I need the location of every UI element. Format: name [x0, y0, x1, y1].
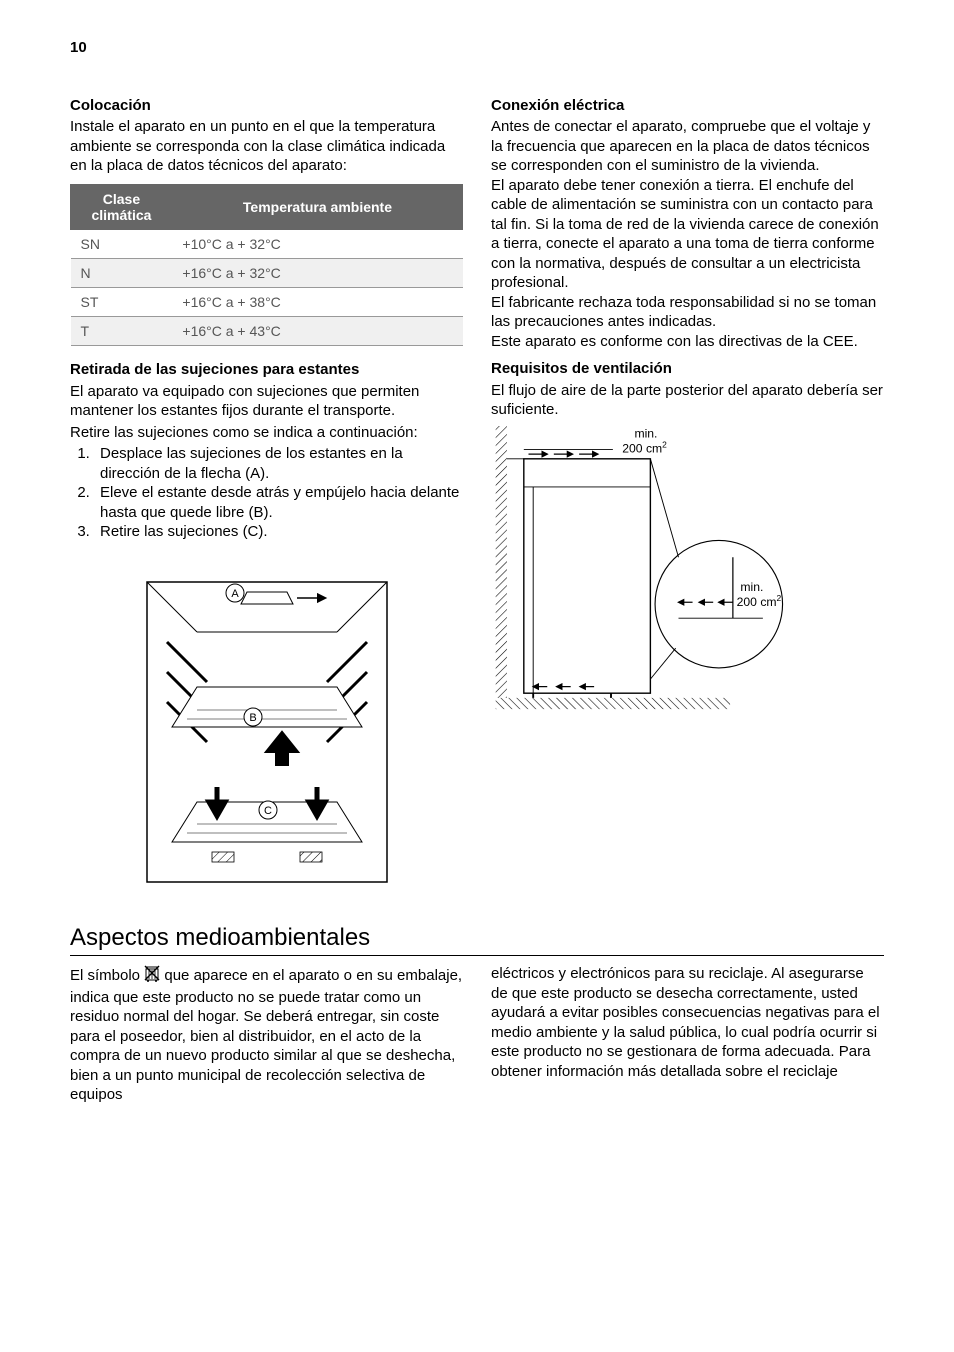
para-conexion-1: Antes de conectar el aparato, compruebe … [491, 117, 884, 176]
th-class: Clase climática [71, 184, 173, 229]
para-conexion-3: El fabricante rechaza toda responsabilid… [491, 293, 884, 332]
list-item: Desplace las sujeciones de los estantes … [94, 444, 463, 483]
vent-top-line1: min. [634, 426, 657, 440]
env-left: El símbolo que aparece en el aparato o e… [70, 964, 463, 1105]
cell: +16°C a + 32°C [172, 258, 462, 287]
env-text-before: El símbolo [70, 967, 144, 984]
th-temp: Temperatura ambiente [172, 184, 462, 229]
right-column: Conexión eléctrica Antes de conectar el … [491, 96, 884, 892]
climatic-table: Clase climática Temperatura ambiente SN … [70, 184, 463, 347]
para-ventilacion: El flujo de aire de la parte posterior d… [491, 381, 884, 420]
heading-colocacion: Colocación [70, 96, 463, 116]
heading-aspectos: Aspectos medioambientales [70, 922, 884, 953]
heading-retirada: Retirada de las sujeciones para estantes [70, 360, 463, 380]
env-para-left: El símbolo que aparece en el aparato o e… [70, 964, 463, 1105]
vent-top-line2: 200 cm2 [622, 439, 667, 455]
cell: SN [71, 229, 173, 258]
diagram-label-b: B [249, 712, 256, 724]
cell: +10°C a + 32°C [172, 229, 462, 258]
cell: +16°C a + 43°C [172, 317, 462, 346]
cell: ST [71, 288, 173, 317]
section-divider [70, 955, 884, 956]
weee-icon [144, 964, 160, 988]
left-column: Colocación Instale el aparato en un punt… [70, 96, 463, 892]
list-item: Retire las sujeciones (C). [94, 522, 463, 542]
table-row: N +16°C a + 32°C [71, 258, 463, 287]
para-retirada-1: El aparato va equipado con sujeciones qu… [70, 382, 463, 421]
table-row: ST +16°C a + 38°C [71, 288, 463, 317]
para-colocacion: Instale el aparato en un punto en el que… [70, 117, 463, 176]
para-conexion-4: Este aparato es conforme con las directi… [491, 332, 884, 352]
cell: T [71, 317, 173, 346]
list-item: Eleve el estante desde atrás y empújelo … [94, 483, 463, 522]
para-conexion-2: El aparato debe tener conexión a tierra.… [491, 176, 884, 293]
table-row: SN +10°C a + 32°C [71, 229, 463, 258]
heading-ventilacion: Requisitos de ventilación [491, 359, 884, 379]
retirada-list: Desplace las sujeciones de los estantes … [70, 444, 463, 542]
env-right: eléctricos y electrónicos para su recicl… [491, 964, 884, 1105]
heading-conexion: Conexión eléctrica [491, 96, 884, 116]
diagram-label-c: C [264, 805, 272, 817]
page-number: 10 [70, 38, 884, 58]
env-text-after: que aparece en el aparato o en su embala… [70, 967, 462, 1103]
env-para-right: eléctricos y electrónicos para su recicl… [491, 964, 884, 1081]
table-row: T +16°C a + 43°C [71, 317, 463, 346]
cell: +16°C a + 38°C [172, 288, 462, 317]
shelf-retainer-diagram: A B C [137, 552, 397, 892]
diagram-label-a: A [231, 588, 239, 600]
ventilation-diagram: min. 200 cm2 min. 200 cm2 [491, 426, 791, 726]
cell: N [71, 258, 173, 287]
vent-bottom-line2: 200 cm2 [737, 593, 782, 609]
vent-bottom-line1: min. [740, 580, 763, 594]
para-retirada-2: Retire las sujeciones como se indica a c… [70, 423, 463, 443]
